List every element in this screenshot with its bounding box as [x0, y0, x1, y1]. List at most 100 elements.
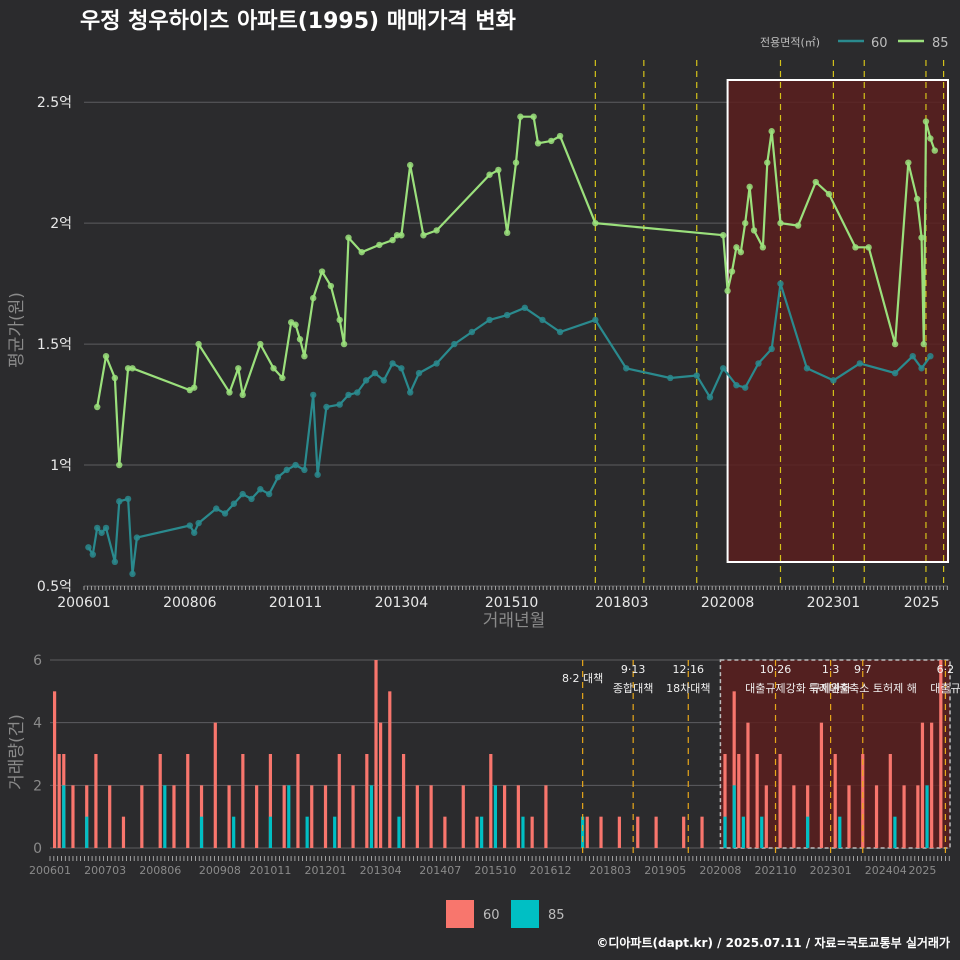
volume-x-tick-label: 201510: [474, 864, 516, 877]
volume-bar-60: [819, 722, 824, 848]
volume-x-tick-label: 202110: [755, 864, 797, 877]
series-point-60: [451, 340, 458, 348]
series-point-60: [830, 377, 837, 384]
series-point-60: [927, 352, 934, 360]
volume-x-tick-label: 200908: [199, 864, 241, 877]
volume-bar-85: [369, 785, 374, 848]
volume-y-tick-label: 2: [33, 778, 42, 794]
volume-bar-60: [475, 816, 479, 848]
legend-swatch-60: [446, 900, 474, 928]
volume-bar-85: [397, 816, 401, 848]
series-point-60: [755, 360, 762, 367]
volume-bar-60: [847, 785, 851, 848]
series-point-60: [891, 369, 899, 377]
series-point-85: [517, 113, 524, 120]
volume-bar-60: [429, 785, 433, 848]
price-y-tick-label: 2억: [50, 216, 72, 232]
legend-title: 전용면적(㎡): [760, 36, 820, 49]
series-point-85: [530, 113, 537, 120]
series-point-60: [336, 401, 343, 408]
legend-bottom-label-60: 60: [483, 908, 500, 923]
highlight-range: [726, 79, 950, 563]
volume-bar-60: [792, 785, 796, 848]
series-point-60: [186, 522, 193, 529]
volume-bar-60: [516, 785, 520, 848]
series-point-85: [918, 234, 925, 241]
series-point-60: [239, 490, 246, 498]
series-point-85: [548, 137, 555, 145]
volume-bar-85: [493, 785, 498, 848]
series-point-85: [592, 219, 599, 227]
price-y-axis-title: 평균가(원): [7, 292, 27, 368]
series-point-60: [486, 316, 493, 324]
series-point-85: [226, 389, 233, 396]
volume-bar-60: [585, 816, 589, 848]
volume-bar-60: [806, 785, 810, 848]
series-point-85: [398, 232, 405, 239]
volume-bar-85: [893, 816, 897, 848]
volume-bar-60: [94, 754, 98, 848]
series-point-60: [94, 524, 101, 532]
series-point-60: [323, 403, 330, 411]
series-point-85: [556, 132, 564, 140]
series-point-60: [102, 524, 110, 532]
series-point-85: [279, 374, 286, 382]
volume-bar-85: [199, 816, 204, 848]
series-point-85: [913, 195, 921, 203]
volume-bar-60: [682, 816, 686, 848]
volume-bar-60: [902, 785, 906, 848]
volume-bar-60: [186, 754, 190, 848]
volume-bar-60: [599, 816, 603, 848]
volume-x-tick-label: 201304: [360, 864, 402, 877]
series-point-60: [89, 551, 97, 558]
series-point-85: [301, 352, 308, 360]
series-point-85: [235, 365, 242, 372]
series-point-60: [380, 377, 387, 384]
series-point-85: [191, 384, 198, 391]
series-point-60: [213, 505, 220, 512]
series-point-85: [768, 128, 775, 135]
volume-bar-60: [337, 754, 341, 848]
highlight-box: [726, 79, 950, 563]
legend-label-60: 60: [871, 36, 888, 51]
legend-swatch-85: [511, 900, 539, 928]
volume-x-tick-label: 200601: [29, 864, 71, 877]
volume-bar-60: [172, 785, 176, 848]
series-point-60: [918, 365, 925, 372]
price-panel: 0.5억 1억 1.5억 2억 2.5억 200601 200806 201011 20130…: [7, 60, 950, 631]
series-point-85: [376, 241, 383, 249]
volume-bar-85: [163, 785, 167, 848]
series-point-60: [521, 304, 529, 312]
price-x-tick-label: 2025: [904, 595, 940, 611]
series-point-85: [116, 461, 123, 469]
series-point-85: [922, 118, 930, 125]
series-point-85: [742, 219, 749, 227]
volume-bar-85: [305, 816, 309, 848]
series-point-85: [111, 374, 119, 382]
series-point-60: [803, 365, 811, 372]
volume-bar-60: [310, 785, 314, 848]
series-point-85: [733, 244, 740, 251]
volume-x-tick-label: 202301: [810, 864, 852, 877]
series-point-85: [764, 159, 771, 166]
volume-bar-60: [121, 816, 126, 848]
series-point-60: [742, 384, 749, 391]
series-point-85: [503, 229, 511, 237]
volume-x-tick-label: 201407: [419, 864, 461, 877]
volume-bar-60: [415, 785, 419, 848]
series-point-85: [927, 135, 934, 142]
series-point-60: [314, 471, 321, 478]
volume-x-tick-label: 201201: [305, 864, 347, 877]
price-x-tick-label: 200806: [163, 595, 217, 611]
series-point-60: [398, 365, 405, 372]
series-point-85: [389, 236, 396, 244]
series-point-85: [719, 232, 727, 239]
series-point-85: [129, 365, 136, 372]
series-point-60: [191, 529, 198, 536]
price-x-tick-label: 201803: [595, 595, 648, 611]
volume-bar-60: [268, 754, 273, 848]
volume-panel: 8·2 대책 9·13 종합대책 12·16 18차대책 10·26 대출규제강화 1·3 규제…: [7, 653, 960, 877]
volume-bar-85: [85, 816, 89, 848]
volume-bar-85: [480, 816, 484, 848]
series-point-60: [354, 389, 361, 396]
